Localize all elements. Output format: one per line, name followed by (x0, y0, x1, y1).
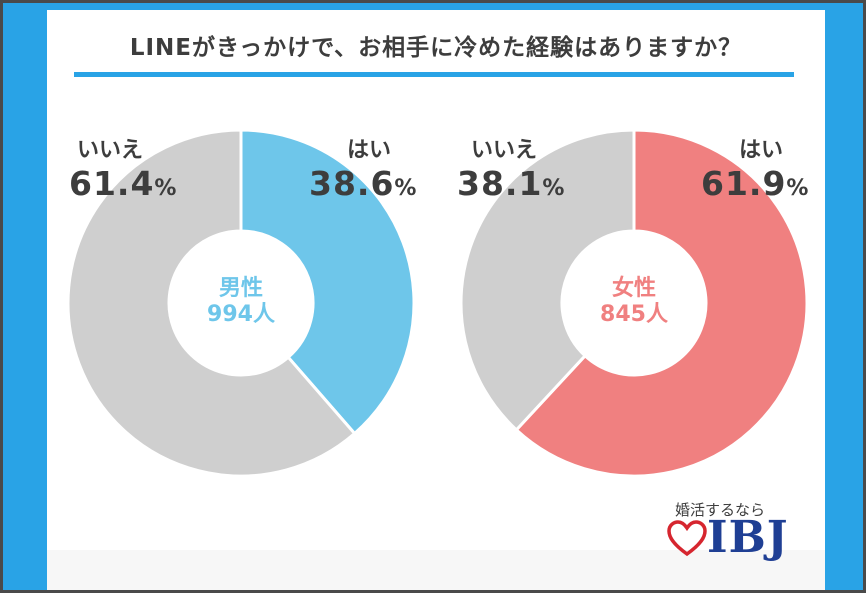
female-yes-percent: 61.9 (701, 164, 787, 203)
heart-icon (667, 520, 707, 557)
male-yes-answer: はい (347, 138, 392, 163)
female-slice-no (459, 128, 636, 432)
male-no-label: いいえ 61.4% (69, 132, 176, 203)
male-yes-percent: 38.6 (309, 164, 395, 203)
female-no-unit: % (542, 176, 565, 201)
male-donut-chart (66, 128, 416, 478)
brand-tagline: 婚活するなら (675, 501, 766, 519)
male-count-label: 994人 (207, 302, 275, 327)
female-count-label: 845人 (600, 302, 668, 327)
female-no-percent: 38.1 (457, 164, 543, 203)
female-center-label: 女性 845人 (574, 276, 694, 328)
brand-logo: IBJ (707, 512, 789, 563)
chart-title: LINEがきっかけで、お相手に冷めた経験はありますか？ (129, 35, 743, 61)
female-donut-chart (459, 128, 809, 478)
male-slice-no (66, 128, 357, 478)
female-yes-label: はい 61.9% (701, 132, 808, 203)
male-slice-yes (239, 128, 416, 436)
female-no-label: いいえ 38.1% (457, 132, 564, 203)
female-no-answer: いいえ (471, 138, 538, 163)
footer-band (47, 550, 825, 590)
female-yes-answer: はい (739, 138, 784, 163)
male-yes-label: はい 38.6% (309, 132, 416, 203)
female-group-label: 女性 (611, 276, 656, 301)
male-yes-unit: % (394, 176, 417, 201)
male-group-label: 男性 (218, 276, 263, 301)
female-slice-yes (514, 128, 809, 478)
male-center-label: 男性 994人 (181, 276, 301, 328)
title-underline (74, 72, 794, 77)
chart-panel: LINEがきっかけで、お相手に冷めた経験はありますか？ 男性 994人 いいえ … (47, 10, 825, 590)
male-no-unit: % (154, 176, 177, 201)
male-no-answer: いいえ (77, 138, 144, 163)
female-yes-unit: % (786, 176, 809, 201)
male-no-percent: 61.4 (69, 164, 155, 203)
blue-frame: LINEがきっかけで、お相手に冷めた経験はありますか？ 男性 994人 いいえ … (3, 3, 863, 590)
